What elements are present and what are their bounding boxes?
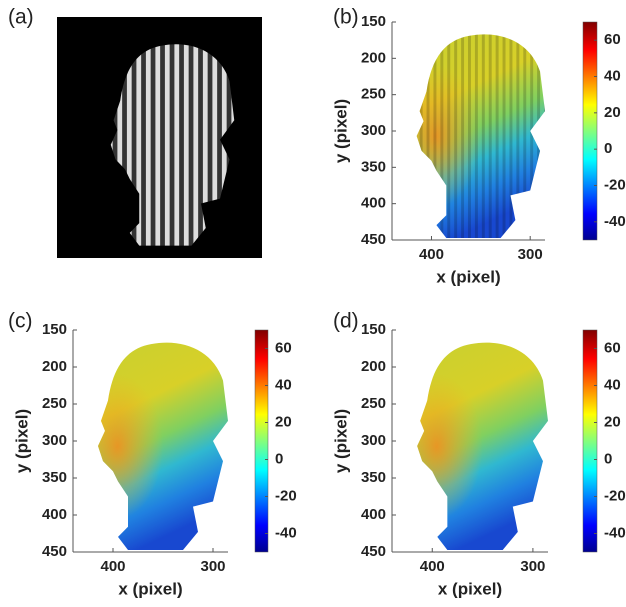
colorbar-tick-label: 40	[604, 67, 621, 84]
colorbar	[254, 329, 269, 553]
y-tick-label: 400	[42, 506, 67, 523]
colorbar-tick-label: 20	[604, 413, 621, 430]
y-tick-label: 250	[42, 395, 67, 412]
y-tick-label: 200	[361, 358, 386, 375]
y-tick-label: 200	[42, 358, 67, 375]
colorbar-tick-label: 0	[604, 450, 612, 467]
panel-label: (c)	[8, 310, 33, 333]
colorbar-tick-label: 20	[275, 413, 292, 430]
colorbar-tick-label: 40	[604, 376, 621, 393]
panel-label: (b)	[333, 6, 359, 29]
x-tick-label: 400	[419, 246, 444, 263]
y-tick-label: 250	[361, 86, 386, 103]
x-tick-label: 300	[200, 558, 225, 575]
y-tick-label: 400	[361, 195, 386, 212]
x-tick-label: 300	[520, 558, 545, 575]
fringe-artifacts	[416, 34, 545, 239]
colorbar-tick-label: -40	[275, 524, 297, 541]
x-axis-label: x (pixel)	[436, 267, 500, 286]
colorbar-tick-label: 60	[275, 339, 292, 356]
panel-label: (d)	[333, 310, 359, 333]
y-axis-label: y (pixel)	[12, 409, 31, 473]
y-tick-label: 250	[361, 395, 386, 412]
y-tick-label: 350	[42, 469, 67, 486]
height-surface-shade	[417, 342, 548, 550]
colorbar-tick-label: -40	[604, 524, 626, 541]
panel-label: (a)	[8, 6, 34, 29]
x-tick-label: 400	[420, 558, 445, 575]
y-tick-label: 150	[361, 13, 386, 30]
colorbar-tick-label: 40	[275, 376, 292, 393]
x-tick-label: 400	[100, 558, 125, 575]
x-tick-label: 300	[518, 246, 543, 263]
y-tick-label: 450	[42, 543, 67, 560]
colorbar-tick-label: -20	[604, 487, 626, 504]
y-tick-label: 450	[361, 543, 386, 560]
colorbar-tick-label: -20	[275, 487, 297, 504]
x-axis-label: x (pixel)	[438, 579, 502, 598]
x-axis-label: x (pixel)	[118, 579, 182, 598]
y-axis-label: y (pixel)	[331, 409, 350, 473]
colorbar-tick-label: 60	[604, 31, 621, 48]
colorbar-tick-label: 60	[604, 339, 621, 356]
y-tick-label: 300	[361, 122, 386, 139]
y-tick-label: 200	[361, 49, 386, 66]
y-tick-label: 450	[361, 231, 386, 248]
colorbar-tick-label: -20	[604, 176, 626, 193]
colorbar-tick-label: 0	[275, 450, 283, 467]
y-axis-label: y (pixel)	[331, 99, 350, 163]
y-tick-label: 350	[361, 158, 386, 175]
colorbar	[582, 21, 598, 241]
y-tick-label: 300	[361, 432, 386, 449]
y-tick-label: 350	[361, 469, 386, 486]
y-tick-label: 150	[42, 321, 67, 338]
colorbar	[582, 329, 598, 553]
colorbar-tick-label: -40	[604, 213, 626, 230]
colorbar-tick-label: 20	[604, 104, 621, 121]
height-surface-shade	[98, 342, 228, 550]
colorbar-tick-label: 0	[604, 140, 612, 157]
y-tick-label: 400	[361, 506, 386, 523]
y-tick-label: 150	[361, 321, 386, 338]
y-tick-label: 300	[42, 432, 67, 449]
